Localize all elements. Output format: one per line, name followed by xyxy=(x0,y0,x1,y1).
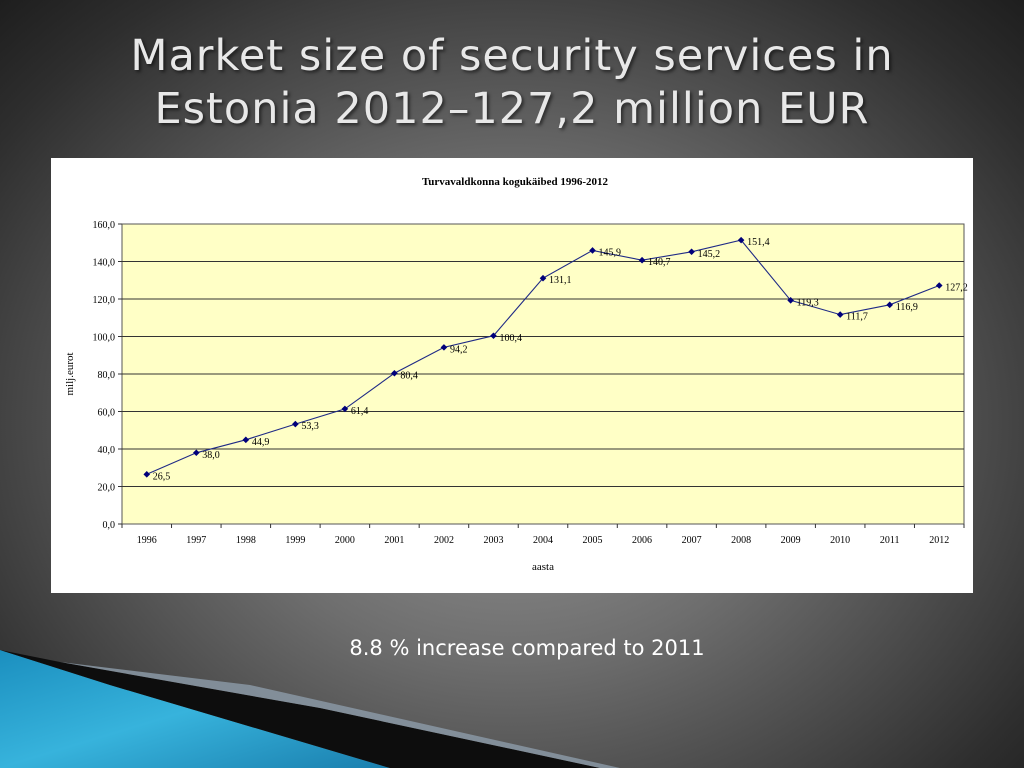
x-tick-label: 2008 xyxy=(731,535,751,546)
y-tick-label: 120,0 xyxy=(93,295,116,306)
x-tick-label: 2009 xyxy=(781,535,801,546)
gridlines xyxy=(122,261,964,487)
x-tick-label: 2000 xyxy=(335,535,355,546)
axes: 0,0 20,0 40,0 60,0 80,0 100,0 120,0 140,0 160,0 1… xyxy=(93,220,965,546)
data-label: 53,3 xyxy=(301,421,319,432)
data-label: 151,4 xyxy=(747,237,770,248)
y-tick-label: 60,0 xyxy=(98,408,116,419)
x-tick-label: 2005 xyxy=(583,535,603,546)
data-label: 119,3 xyxy=(797,297,819,308)
data-label: 140,7 xyxy=(648,257,671,268)
data-point xyxy=(242,436,250,444)
data-point xyxy=(391,369,398,377)
data-point xyxy=(737,236,745,244)
data-label: 116,9 xyxy=(896,302,918,313)
data-label: 80,4 xyxy=(400,370,418,381)
data-point xyxy=(440,344,448,351)
line-chart: Turvavaldkonna kogukäibed 1996-2012 0,0 2… xyxy=(64,176,968,573)
data-points: 26,5 38,0 44,9 53,3 61,4 80,4 94,2 100,4 131,1 14… xyxy=(143,236,968,482)
y-tick-label: 0,0 xyxy=(103,520,116,531)
y-tick-label: 140,0 xyxy=(93,258,116,269)
x-tick-label: 2001 xyxy=(384,535,404,546)
y-tick-label: 80,0 xyxy=(98,370,116,381)
data-point xyxy=(589,247,596,254)
data-point xyxy=(490,332,497,340)
data-label: 94,2 xyxy=(450,344,468,355)
y-tick-label: 100,0 xyxy=(93,333,116,344)
data-label: 145,2 xyxy=(698,249,721,260)
x-tick-label: 2007 xyxy=(682,535,702,546)
x-tick-label: 2002 xyxy=(434,535,454,546)
y-tick-label: 40,0 xyxy=(98,445,116,456)
x-tick-label: 2010 xyxy=(830,535,850,546)
x-tick-label: 2004 xyxy=(533,535,553,546)
data-label: 111,7 xyxy=(846,312,868,323)
y-tick-label: 20,0 xyxy=(98,483,116,494)
y-tick-label: 160,0 xyxy=(93,220,116,231)
data-label: 61,4 xyxy=(351,406,369,417)
data-point xyxy=(143,471,151,478)
data-label: 127,2 xyxy=(945,283,968,294)
x-tick-label: 1996 xyxy=(137,535,157,546)
x-tick-label: 2012 xyxy=(929,535,949,546)
data-point xyxy=(638,256,646,264)
x-tick-label: 2006 xyxy=(632,535,652,546)
x-tick-label: 2003 xyxy=(483,535,503,546)
data-label: 26,5 xyxy=(153,471,171,482)
y-axis-label: milj.eurot xyxy=(64,352,76,395)
x-axis-label: aasta xyxy=(532,561,554,573)
data-label: 44,9 xyxy=(252,437,270,448)
data-label: 100,4 xyxy=(499,333,522,344)
data-label: 38,0 xyxy=(202,450,220,461)
slide-title: Market size of security services in Esto… xyxy=(130,31,894,134)
data-point xyxy=(688,248,695,256)
data-point xyxy=(935,282,943,289)
data-point xyxy=(787,297,794,304)
x-tick-label: 1998 xyxy=(236,535,256,546)
chart-frame: Turvavaldkonna kogukäibed 1996-2012 0,0 2… xyxy=(51,158,973,593)
decorative-swoosh xyxy=(0,650,620,768)
data-point xyxy=(836,311,844,318)
data-label: 145,9 xyxy=(599,247,622,258)
x-tick-label: 1999 xyxy=(285,535,305,546)
x-tick-label: 2011 xyxy=(880,535,900,546)
data-point xyxy=(292,420,299,428)
data-label: 131,1 xyxy=(549,275,572,286)
x-tick-label: 1997 xyxy=(186,535,206,546)
chart-title: Turvavaldkonna kogukäibed 1996-2012 xyxy=(422,176,609,188)
slide-caption: 8.8 % increase compared to 2011 xyxy=(349,636,705,660)
data-point xyxy=(886,301,894,309)
data-point xyxy=(192,449,200,457)
data-point xyxy=(341,405,349,413)
